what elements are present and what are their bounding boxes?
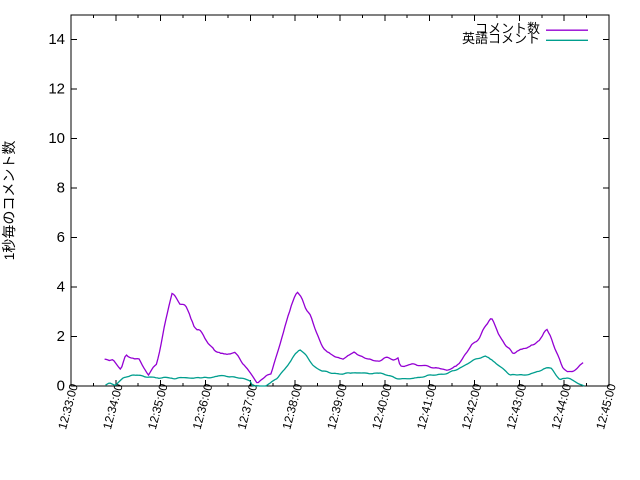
svg-text:8: 8 bbox=[57, 180, 65, 197]
svg-text:10: 10 bbox=[48, 130, 65, 147]
svg-text:1秒毎のコメント数: 1秒毎のコメント数 bbox=[1, 141, 17, 261]
svg-text:14: 14 bbox=[48, 31, 65, 48]
svg-text:英語コメント: 英語コメント bbox=[462, 31, 540, 46]
svg-text:4: 4 bbox=[57, 279, 65, 296]
svg-text:12: 12 bbox=[48, 81, 65, 98]
svg-text:2: 2 bbox=[57, 328, 65, 345]
svg-text:6: 6 bbox=[57, 229, 65, 246]
